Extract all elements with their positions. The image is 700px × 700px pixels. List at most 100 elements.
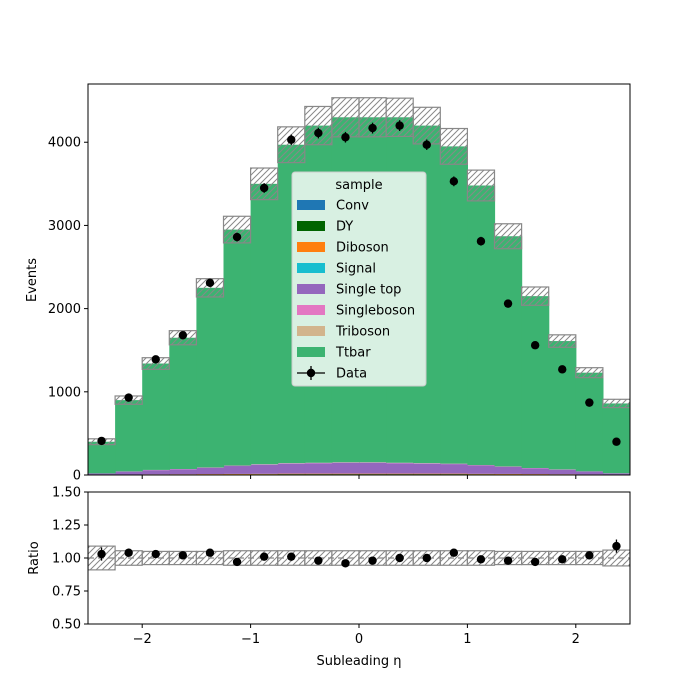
bar [494,236,523,467]
data-point [422,140,431,149]
uncertainty-box [548,334,577,348]
x-axis-title: Subleading η [316,654,401,669]
uncertainty-box [493,223,523,250]
uncertainty-box [602,398,630,409]
ratio-point [151,549,160,559]
ratio-point [178,551,188,560]
bar [115,471,143,475]
data-point [314,128,323,138]
uncertainty-box [412,106,441,145]
data-point [97,436,106,446]
bar [494,466,523,474]
ratio-point [449,548,459,557]
ratio-x-tick-label: 0 [355,632,363,647]
ratio-x-tick-label: −1 [241,632,260,647]
ratio-plot-area [88,539,630,571]
data-point [287,135,296,144]
main-panel: 0 1000 2000 3000 4000 Events sample Conv DY Dib… [25,83,631,484]
bar [548,469,577,475]
uncertainty-box [520,286,550,306]
bar [575,471,604,475]
bar [467,465,496,474]
legend-data-marker [306,368,316,378]
bar [169,337,197,470]
bar [250,464,279,474]
legend-label: Ttbar [335,346,371,361]
legend-swatch [297,242,325,252]
y-tick-label: 3000 [48,219,81,234]
y-tick-label: 4000 [48,136,81,151]
legend-swatch [297,305,325,315]
ratio-point [259,552,269,561]
bar [467,185,496,466]
bar [359,462,387,474]
data-point [232,232,242,242]
ratio-y-tick-label: 0.75 [52,585,81,600]
data-point [612,437,621,446]
bar [196,287,225,468]
bar [413,463,441,474]
ratio-point [395,553,404,563]
bar [386,463,414,474]
bar [521,296,550,469]
data-point [503,299,513,308]
bar [142,363,170,470]
bar [223,229,252,466]
bar [304,463,333,474]
bar [331,462,360,474]
data-point [449,177,459,186]
ratio-point [287,552,296,561]
data-point [585,398,594,407]
data-point [476,237,486,246]
ratio-panel: 0.50 0.75 1.00 1.25 1.50 −2 −1 0 1 2 Ratio Suble… [27,486,631,669]
ratio-y-tick-label: 1.00 [52,552,81,567]
ratio-point [341,559,350,568]
ratio-x-tick-label: 1 [463,632,471,647]
y-axis-title: Events [25,258,40,302]
data-point [259,183,269,193]
bar [250,183,279,465]
bar [142,470,170,475]
ratio-y-axis: 0.50 0.75 1.00 1.25 1.50 [52,486,88,633]
ratio-point [205,548,215,557]
uncertainty-box [575,367,604,379]
ratio-point [585,551,594,560]
uncertainty-box [466,169,496,202]
legend-label: Single top [336,283,401,298]
uncertainty-box [439,127,468,165]
legend-label: Triboson [335,325,390,340]
series-singleboson [88,462,630,474]
data-point [205,278,215,288]
legend-swatch [297,284,325,294]
bar [169,469,197,475]
legend-label: Conv [336,199,369,214]
ratio-x-tick-label: 2 [572,632,580,647]
ratio-point [97,549,106,559]
bar [440,146,468,464]
y-tick-label: 1000 [48,385,81,400]
ratio-x-tick-label: −2 [133,632,152,647]
ratio-y-tick-label: 1.25 [52,519,81,534]
ratio-y-axis-title: Ratio [27,541,42,574]
data-point [395,121,404,130]
bar [115,400,143,472]
bar [277,463,306,474]
main-x-axis [141,475,577,479]
data-point [341,133,350,142]
bar [88,473,116,475]
ratio-point [558,555,567,564]
ratio-y-tick-label: 0.50 [52,618,81,633]
bar [575,372,604,472]
bar [548,341,577,470]
legend-swatch [297,326,325,336]
bar [223,466,252,474]
data-point [558,365,567,374]
bar [196,467,225,475]
ratio-point [503,556,513,565]
uncertainty-box [304,105,333,146]
legend: sample Conv DY Diboson Signal Single top Singl… [291,171,427,387]
bar [521,468,550,475]
legend-label: Diboson [336,241,389,256]
ratio-point [612,541,621,551]
